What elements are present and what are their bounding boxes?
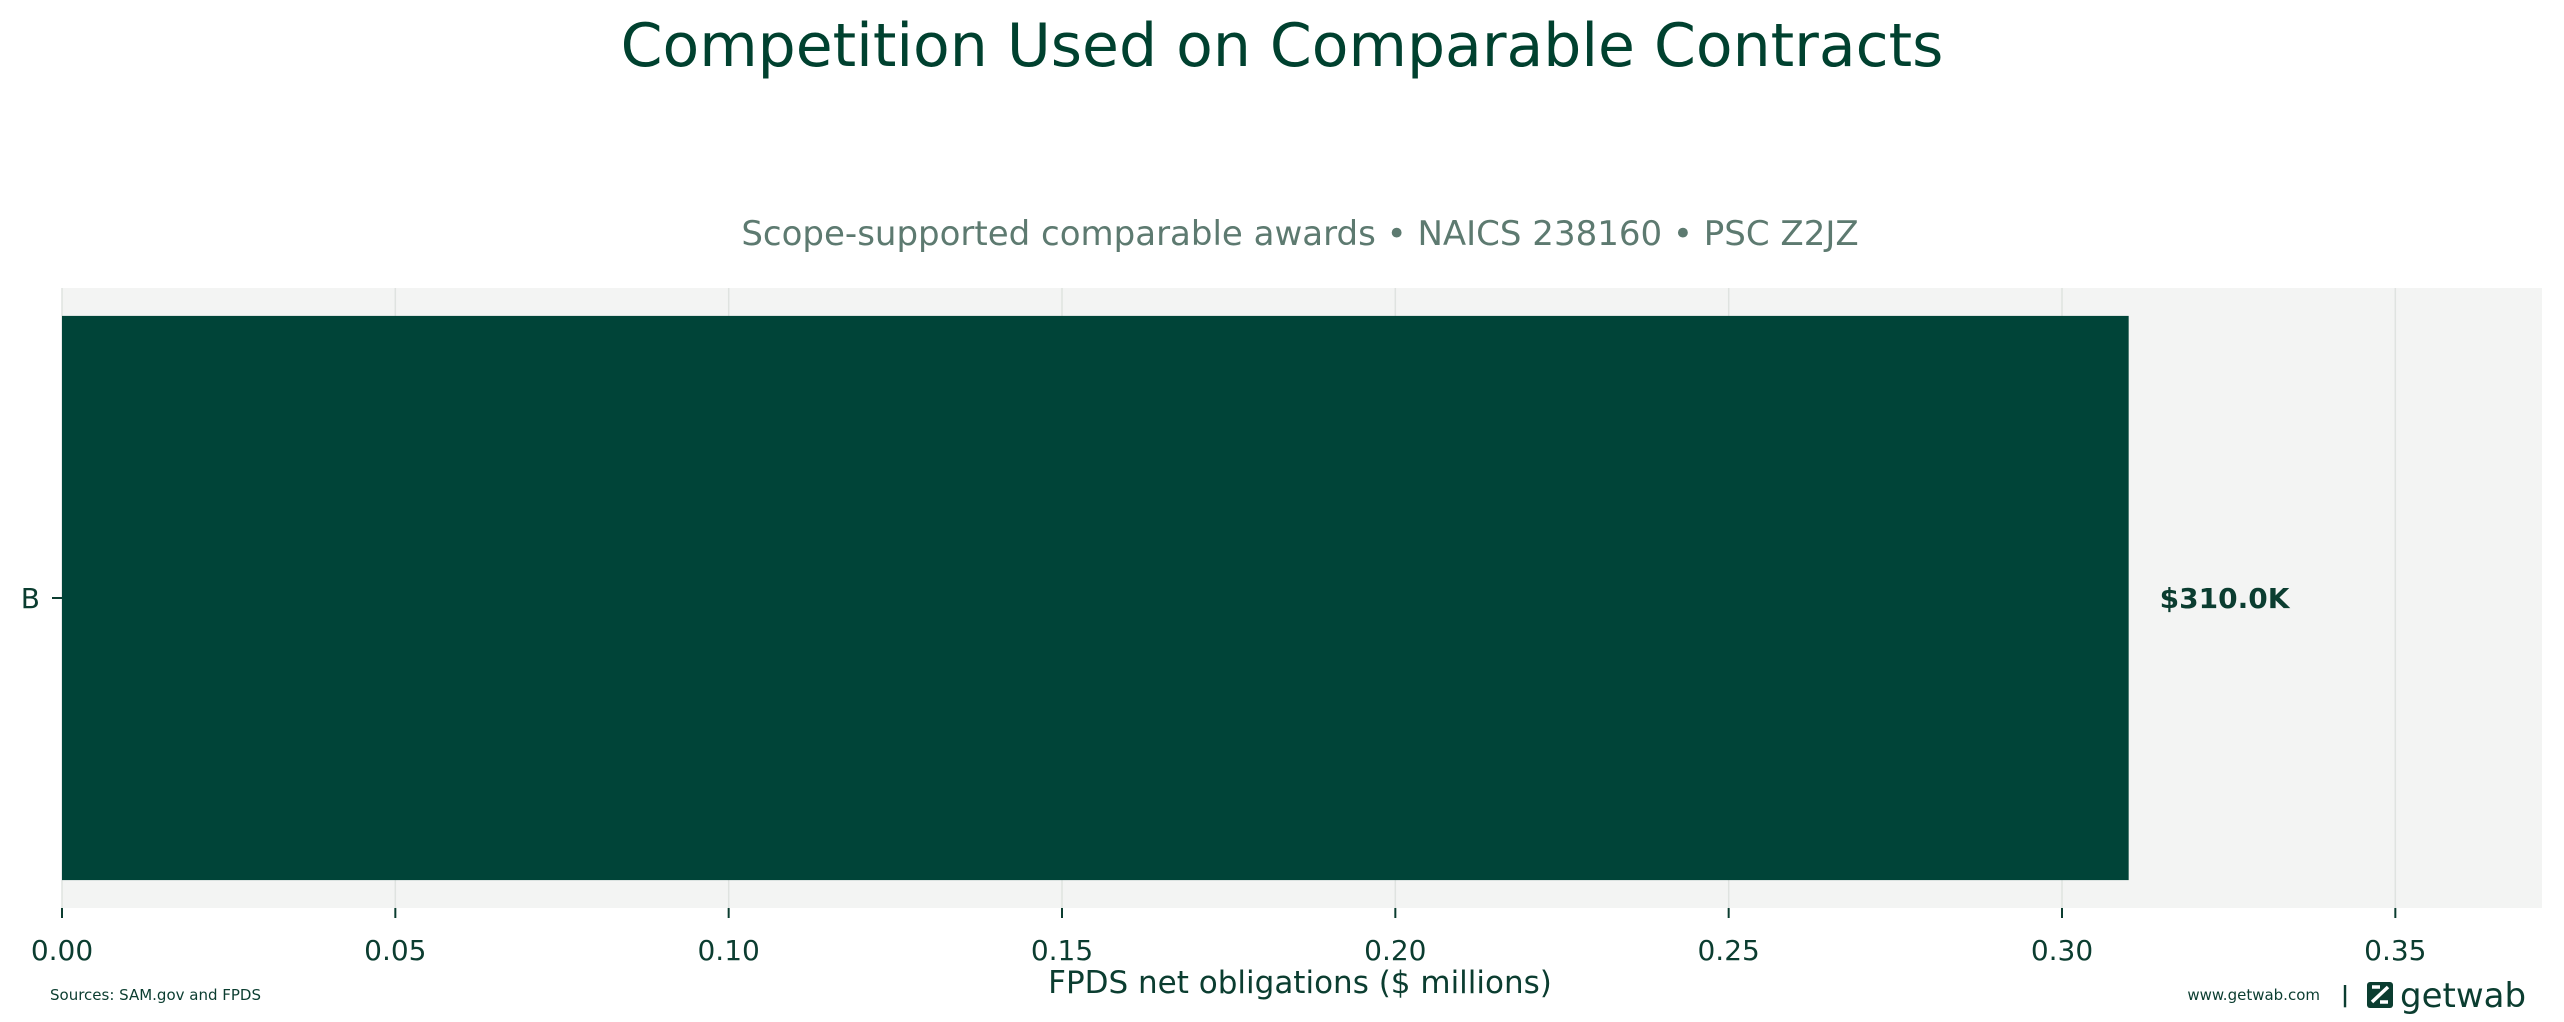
x-tick-label: 0.30 <box>2031 934 2093 967</box>
x-tick-label: 0.25 <box>1697 934 1759 967</box>
bar-value-label: $310.0K <box>2160 582 2291 615</box>
x-tick-label: 0.20 <box>1364 934 1426 967</box>
x-tick-label: 0.00 <box>31 934 93 967</box>
sources-note: Sources: SAM.gov and FPDS <box>50 986 261 1004</box>
x-tick-label: 0.05 <box>364 934 426 967</box>
bar-series: $310.0K <box>62 315 2291 881</box>
getwab-logo-icon <box>2367 982 2393 1008</box>
x-tick-label: 0.15 <box>1031 934 1093 967</box>
getwab-logo-text: getwab <box>2400 976 2526 1016</box>
bar <box>62 315 2129 881</box>
chart-subtitle: Scope-supported comparable awards • NAIC… <box>741 214 1858 254</box>
x-tick-label: 0.35 <box>2364 934 2426 967</box>
footer-separator: | <box>2341 983 2349 1008</box>
x-axis-label: FPDS net obligations ($ millions) <box>1048 965 1552 1001</box>
axes: 0.00 0.05 0.10 0.15 0.20 0.25 0.30 0.35 B <box>21 582 2427 967</box>
chart-title: Competition Used on Comparable Contracts <box>621 11 1944 81</box>
y-tick-label: B <box>21 582 40 615</box>
x-tick-label: 0.10 <box>697 934 759 967</box>
website-link[interactable]: www.getwab.com <box>2187 986 2320 1004</box>
